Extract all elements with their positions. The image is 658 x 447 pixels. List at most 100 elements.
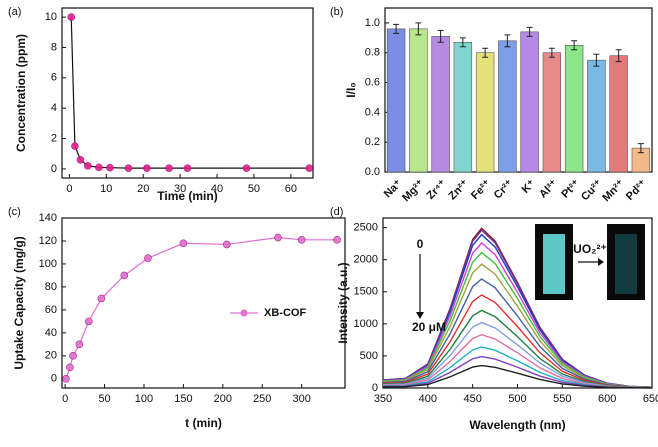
x-axis-title: Wavelength (nm) — [469, 418, 565, 432]
bar — [520, 31, 539, 173]
y-tick-label: 0.0 — [365, 166, 380, 178]
data-point — [106, 163, 114, 172]
data-point — [71, 142, 79, 150]
x-axis-title: t (min) — [185, 416, 222, 430]
y-tick-label: 0 — [372, 382, 378, 394]
bar — [498, 40, 517, 173]
bar — [564, 44, 584, 173]
bar — [609, 55, 628, 173]
y-tick-label: 120 — [39, 235, 57, 247]
data-point — [84, 162, 92, 170]
y-tick-label: 0.4 — [365, 106, 380, 118]
legend-marker — [240, 309, 248, 317]
series-line — [382, 364, 653, 389]
x-tick-label: 0 — [66, 183, 72, 195]
data-point — [305, 164, 314, 172]
error-bar — [459, 37, 466, 48]
error-bar — [415, 22, 422, 36]
data-point — [165, 164, 173, 172]
arrow-head — [416, 312, 424, 319]
y-tick-label: 2500 — [354, 222, 378, 234]
y-tick-label: 1500 — [354, 286, 378, 298]
y-tick-label: 1.0 — [365, 17, 380, 29]
bar — [475, 52, 495, 173]
x-tick-label: 20 — [137, 183, 149, 195]
y-tick-label: 4 — [51, 102, 57, 114]
data-point — [120, 271, 129, 280]
x-tick-label: 10 — [100, 183, 112, 195]
data-point — [67, 13, 76, 21]
x-tick-label: 150 — [174, 393, 192, 405]
cuvette-quenched — [615, 234, 637, 294]
x-tick-label: 350 — [374, 393, 392, 405]
data-point — [274, 233, 282, 242]
y-tick-label: 500 — [360, 350, 378, 362]
data-point — [75, 340, 84, 349]
error-bar — [437, 29, 444, 43]
data-point — [183, 164, 192, 172]
y-tick-label: 8 — [51, 41, 57, 53]
data-point — [69, 352, 77, 360]
series-line — [70, 17, 310, 169]
x-tick-label: 30 — [174, 183, 186, 195]
error-bar — [526, 26, 533, 37]
y-tick-label: 1000 — [354, 318, 378, 330]
annotation: UO₂²⁺ — [573, 242, 607, 256]
panel-label: (a) — [8, 6, 21, 18]
error-bar — [637, 143, 644, 154]
x-tick-label: 0 — [62, 393, 68, 405]
y-tick-label: 2 — [51, 132, 57, 144]
y-axis-title: I/I₀ — [344, 82, 358, 97]
x-tick-label: 550 — [553, 393, 571, 405]
panel-label: (c) — [8, 206, 21, 218]
error-bar — [548, 47, 555, 58]
x-tick-label: Cr²⁺ — [492, 178, 516, 202]
y-tick-label: 40 — [45, 327, 57, 339]
y-tick-label: 0 — [51, 163, 57, 175]
bar — [409, 28, 428, 173]
y-axis-title: Intensity (a.u.) — [336, 262, 350, 343]
data-point — [222, 240, 231, 249]
bar — [542, 52, 562, 173]
x-tick-label: 500 — [508, 393, 526, 405]
bar — [453, 41, 473, 173]
annotation: 20 μM — [412, 320, 446, 334]
error-bar — [571, 40, 578, 51]
y-tick-label: 80 — [45, 281, 57, 293]
data-point — [66, 363, 74, 372]
x-tick-label: 450 — [463, 393, 481, 405]
data-point — [76, 155, 85, 164]
x-tick-label: 100 — [135, 393, 153, 405]
y-tick-label: 0.2 — [365, 136, 380, 148]
x-tick-label: 650 — [643, 393, 658, 405]
x-tick-label: 40 — [211, 183, 223, 195]
y-tick-label: 0 — [51, 373, 57, 385]
x-tick-label: 200 — [214, 393, 232, 405]
x-tick-label: 400 — [419, 393, 437, 405]
x-tick-label: 60 — [285, 183, 297, 195]
data-point — [144, 254, 152, 263]
x-tick-label: Zr⁴⁺ — [425, 178, 449, 202]
data-point — [242, 164, 251, 172]
x-axis-title: Time (min) — [157, 189, 217, 203]
error-bar — [593, 53, 600, 67]
bar — [587, 59, 606, 173]
plot-frame — [61, 7, 314, 179]
x-tick-label: Mg²⁺ — [400, 178, 427, 205]
error-bar — [393, 23, 400, 34]
bar — [386, 28, 406, 173]
plot-frame — [61, 217, 346, 389]
data-point — [179, 239, 188, 248]
cuvette-glow — [543, 234, 565, 294]
y-tick-label: 140 — [39, 212, 57, 224]
bar — [431, 36, 450, 173]
x-tick-label: K⁺ — [520, 178, 538, 196]
inset — [416, 224, 645, 319]
x-tick-label: 250 — [253, 393, 271, 405]
data-point — [62, 375, 70, 383]
error-bar — [615, 49, 622, 63]
data-point — [97, 294, 106, 303]
x-tick-label: Fe²⁺ — [469, 178, 493, 202]
y-tick-label: 100 — [39, 258, 57, 270]
